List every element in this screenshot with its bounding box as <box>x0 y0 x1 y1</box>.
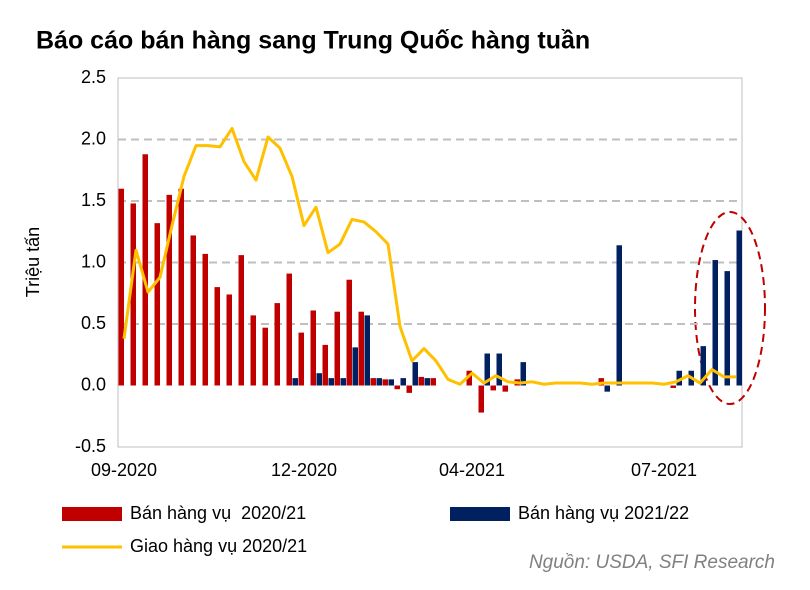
bar <box>520 362 526 386</box>
bar <box>604 385 610 392</box>
bar <box>298 332 304 386</box>
y-tick-label: 2.0 <box>81 128 106 148</box>
legend-swatch <box>62 507 122 521</box>
bar <box>370 378 376 386</box>
bar <box>286 273 292 386</box>
bar <box>190 235 196 386</box>
bar <box>406 385 412 393</box>
bar <box>400 378 406 386</box>
y-tick-label: 1.0 <box>81 251 106 271</box>
bar <box>328 378 334 386</box>
bar <box>262 327 268 386</box>
bar <box>394 385 400 390</box>
bar <box>478 385 484 413</box>
bar <box>700 346 706 386</box>
y-tick-label: 2.5 <box>81 67 106 87</box>
bar <box>322 344 328 386</box>
bar <box>724 271 730 386</box>
bar <box>202 253 208 386</box>
bar <box>118 188 124 386</box>
legend-swatch <box>450 507 510 521</box>
bar <box>130 203 136 386</box>
y-tick-label: 0.5 <box>81 313 106 333</box>
y-tick-label: 0.0 <box>81 374 106 394</box>
bar <box>598 378 604 386</box>
bar <box>412 362 418 386</box>
bar <box>484 353 490 386</box>
bar <box>274 303 280 386</box>
x-tick-label: 12-2020 <box>271 460 337 480</box>
bar <box>496 353 502 386</box>
bar <box>316 373 322 386</box>
bar <box>736 230 742 386</box>
bar <box>670 385 676 388</box>
bar <box>430 378 436 386</box>
bar <box>142 154 148 386</box>
bar <box>292 378 298 386</box>
bar <box>712 260 718 386</box>
source-note: Nguồn: USDA, SFI Research <box>529 552 775 573</box>
bar <box>376 378 382 386</box>
bar <box>334 311 340 386</box>
x-tick-label: 09-2020 <box>91 460 157 480</box>
bar <box>466 370 472 386</box>
bar <box>154 223 160 386</box>
bar <box>346 279 352 386</box>
bar <box>676 370 682 386</box>
bar <box>166 194 172 386</box>
bar <box>418 376 424 386</box>
legend-label: Bán hàng vụ 2021/22 <box>518 503 689 523</box>
x-tick-label: 04-2021 <box>439 460 505 480</box>
bar <box>382 379 388 386</box>
chart-title: Báo cáo bán hàng sang Trung Quốc hàng tu… <box>36 27 590 55</box>
bar <box>226 294 232 386</box>
bar <box>364 315 370 386</box>
bar <box>178 188 184 386</box>
bar <box>490 385 496 391</box>
y-axis-label: Triệu tấn <box>23 227 43 297</box>
bar <box>358 311 364 386</box>
bar <box>238 255 244 386</box>
legend-label: Bán hàng vụ 2020/21 <box>130 503 306 523</box>
legend-label: Giao hàng vụ 2020/21 <box>130 536 307 556</box>
bar <box>214 287 220 386</box>
bar <box>340 378 346 386</box>
bar <box>502 385 508 392</box>
bar <box>616 245 622 386</box>
y-tick-label: -0.5 <box>75 436 106 456</box>
y-tick-label: 1.5 <box>81 190 106 210</box>
highlight-ellipse <box>694 211 766 405</box>
x-tick-label: 07-2021 <box>631 460 697 480</box>
bar <box>424 378 430 386</box>
line <box>122 126 736 386</box>
bar <box>250 315 256 386</box>
bar <box>352 347 358 386</box>
bar <box>310 310 316 386</box>
bar <box>388 379 394 386</box>
